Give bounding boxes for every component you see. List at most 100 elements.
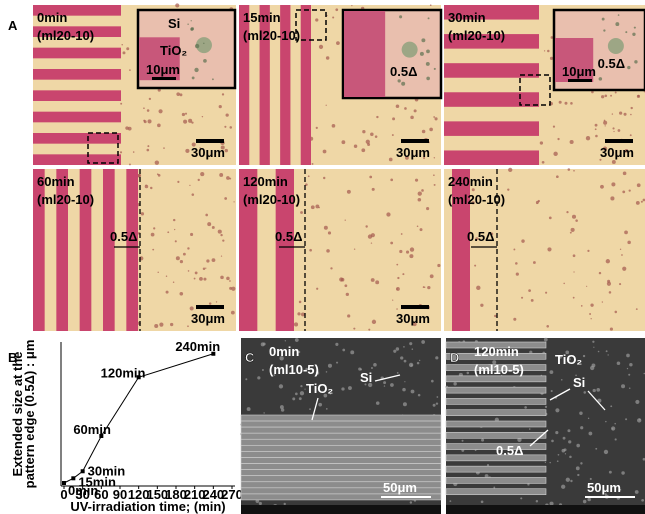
speck: [133, 151, 135, 153]
speck: [576, 444, 580, 448]
speck: [389, 158, 393, 162]
time-label: 30min: [448, 10, 486, 25]
stripe: [103, 169, 115, 331]
speck: [562, 449, 566, 453]
speck: [603, 121, 607, 125]
speck: [129, 163, 131, 165]
speck: [195, 272, 198, 275]
speck: [604, 120, 606, 122]
speck: [347, 314, 350, 317]
speck: [628, 374, 630, 376]
speck: [602, 18, 605, 21]
speck: [121, 44, 122, 45]
speck: [587, 498, 591, 502]
speck: [147, 109, 150, 112]
speck: [300, 211, 303, 214]
speck: [371, 278, 375, 282]
speck: [570, 232, 572, 234]
scale-label: 30μm: [191, 145, 225, 160]
speck: [583, 355, 585, 357]
speck: [183, 120, 187, 124]
speck: [418, 394, 421, 397]
speck: [376, 401, 380, 405]
sample-label: (ml20-10): [448, 28, 505, 43]
speck: [174, 229, 175, 230]
speck: [159, 323, 163, 327]
figure: A0min(ml20-10)30μmSiTiO₂10μm15min(ml20-1…: [0, 0, 645, 514]
speck: [521, 239, 524, 242]
speck: [559, 101, 562, 104]
speck: [565, 453, 566, 454]
speck: [330, 267, 332, 269]
speck: [636, 308, 638, 310]
stripe: [33, 154, 121, 165]
time-label: 60min: [37, 174, 75, 189]
speck: [593, 389, 596, 392]
speck: [531, 299, 534, 302]
edge-label: 0.5Δ: [275, 229, 302, 244]
speck: [606, 259, 610, 263]
speck: [396, 287, 400, 291]
speck: [222, 240, 224, 242]
speck: [618, 14, 620, 16]
speck: [415, 179, 418, 182]
speck: [583, 391, 586, 394]
speck: [326, 408, 328, 410]
speck: [332, 16, 334, 18]
speck: [326, 249, 330, 253]
speck: [216, 301, 217, 302]
speck: [194, 278, 196, 280]
sem-bar: [446, 477, 546, 483]
time-label: 120min: [243, 174, 288, 189]
sem-label: Si: [360, 370, 372, 385]
speck: [280, 405, 284, 409]
speck: [528, 289, 531, 292]
speck: [567, 429, 570, 432]
scale-bar: [401, 305, 429, 309]
speck: [630, 134, 632, 136]
speck: [429, 128, 433, 132]
speck: [347, 190, 351, 194]
speck: [203, 267, 206, 270]
inset-scale-bar: [568, 79, 592, 82]
speck: [420, 52, 424, 56]
inset-scale-label: 10μm: [146, 62, 180, 77]
speck: [398, 79, 401, 82]
speck: [610, 405, 612, 407]
scale-bar: [196, 139, 224, 143]
speck: [295, 338, 299, 342]
speck: [128, 127, 132, 131]
speck: [326, 105, 327, 106]
speck: [328, 231, 331, 234]
speck: [375, 135, 378, 138]
speck: [150, 187, 152, 189]
speck: [558, 454, 560, 456]
speck: [417, 362, 420, 365]
speck: [176, 256, 180, 260]
speck: [589, 313, 591, 315]
speck: [587, 250, 589, 252]
speck: [615, 22, 619, 26]
speck: [605, 421, 606, 422]
speck: [426, 77, 430, 81]
scale-label: 50μm: [383, 480, 417, 495]
speck: [294, 322, 298, 326]
speck: [220, 234, 222, 236]
speck: [433, 404, 436, 407]
speck: [629, 363, 632, 366]
speck: [362, 130, 365, 133]
speck: [300, 391, 304, 395]
speck: [627, 66, 630, 69]
speck: [361, 148, 365, 152]
inset-label: TiO₂: [160, 43, 187, 58]
speck: [602, 301, 603, 302]
particle: [608, 38, 624, 54]
speck: [613, 131, 614, 132]
speck: [609, 291, 612, 294]
speck: [149, 98, 151, 100]
sem-bar: [446, 421, 546, 427]
speck: [540, 141, 543, 144]
speck: [462, 440, 464, 442]
speck: [180, 260, 183, 263]
speck: [629, 190, 631, 192]
